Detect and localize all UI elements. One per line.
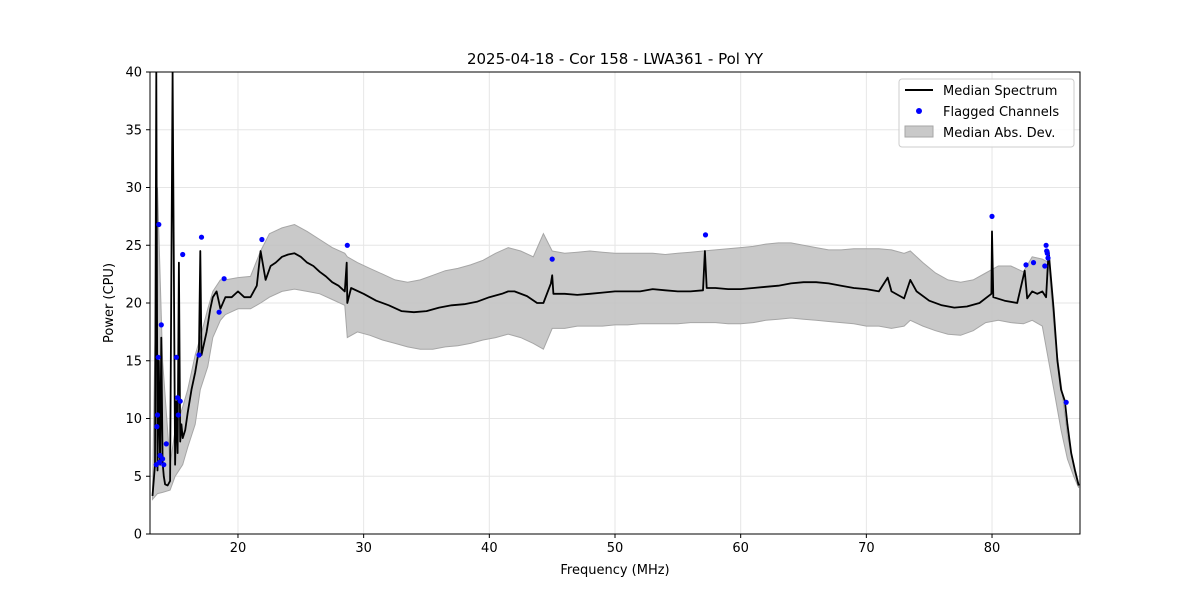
flagged-channel-point xyxy=(221,276,227,282)
median-spectrum-line xyxy=(151,72,1080,496)
chart-title: 2025-04-18 - Cor 158 - LWA361 - Pol YY xyxy=(467,50,764,68)
flagged-channel-point xyxy=(156,459,162,465)
y-tick-label: 40 xyxy=(125,66,142,81)
flagged-channel-point xyxy=(1030,260,1037,266)
flagged-channel-point xyxy=(196,352,202,358)
legend-point-swatch xyxy=(916,108,922,114)
y-tick-label: 10 xyxy=(125,412,142,427)
x-tick-label: 50 xyxy=(607,541,624,556)
x-tick-label: 40 xyxy=(481,541,498,556)
flagged-channel-point xyxy=(175,412,181,418)
y-tick-label: 35 xyxy=(125,123,142,138)
flagged-channel-point xyxy=(1043,242,1049,248)
y-axis-label: Power (CPU) xyxy=(102,263,117,343)
legend-patch-swatch xyxy=(904,125,934,138)
x-tick-label: 80 xyxy=(984,541,1001,556)
x-tick-label: 20 xyxy=(230,541,247,556)
flagged-channel-point xyxy=(180,251,186,258)
x-axis-label: Frequency (MHz) xyxy=(560,563,669,578)
flagged-channel-point xyxy=(198,234,205,240)
legend-box xyxy=(898,78,1075,148)
flagged-channel-point xyxy=(549,256,555,262)
flagged-channel-point xyxy=(1063,399,1069,405)
flagged-channel-point xyxy=(160,456,166,462)
flagged-channel-point xyxy=(177,398,183,404)
x-tick-label: 70 xyxy=(858,541,875,556)
flagged-channel-point xyxy=(163,441,169,447)
flagged-channel-point xyxy=(989,213,995,219)
x-tick-label: 60 xyxy=(732,541,749,556)
flagged-channel-point xyxy=(154,412,161,418)
flagged-channel-point xyxy=(1045,255,1051,261)
legend-label-median: Median Spectrum xyxy=(943,84,1057,99)
flagged-channel-point xyxy=(173,354,179,360)
flagged-channel-point xyxy=(1042,263,1048,269)
flagged-channel-point xyxy=(1023,262,1029,268)
legend-label-flagged: Flagged Channels xyxy=(943,105,1059,120)
y-tick-label: 30 xyxy=(125,181,142,196)
legend-label-mad: Median Abs. Dev. xyxy=(943,126,1055,141)
flagged-channel-point xyxy=(344,242,350,248)
y-tick-label: 25 xyxy=(125,239,142,254)
flagged-channel-point xyxy=(161,462,167,468)
flagged-channel-point xyxy=(154,424,160,430)
flagged-channel-point xyxy=(156,221,162,228)
flagged-channel-point xyxy=(259,236,265,243)
flagged-channel-point xyxy=(1044,250,1050,256)
plot-data-layer xyxy=(151,72,1080,501)
y-tick-label: 20 xyxy=(125,297,142,312)
flagged-channel-point xyxy=(216,309,222,315)
y-tick-label: 15 xyxy=(125,354,142,369)
flagged-channel-point xyxy=(158,322,164,328)
mad-band xyxy=(152,187,1080,501)
flagged-channel-point xyxy=(155,354,161,360)
x-tick-label: 30 xyxy=(355,541,372,556)
y-tick-label: 0 xyxy=(134,528,142,543)
y-tick-label: 5 xyxy=(134,470,142,485)
flagged-channel-point xyxy=(702,232,709,238)
axis-ticks: 20 30 40 50 60 70 80 0 5 10 15 20 25 30 35 40 xyxy=(125,66,1000,557)
legend: Median Spectrum Flagged Channels Median … xyxy=(898,78,1075,148)
